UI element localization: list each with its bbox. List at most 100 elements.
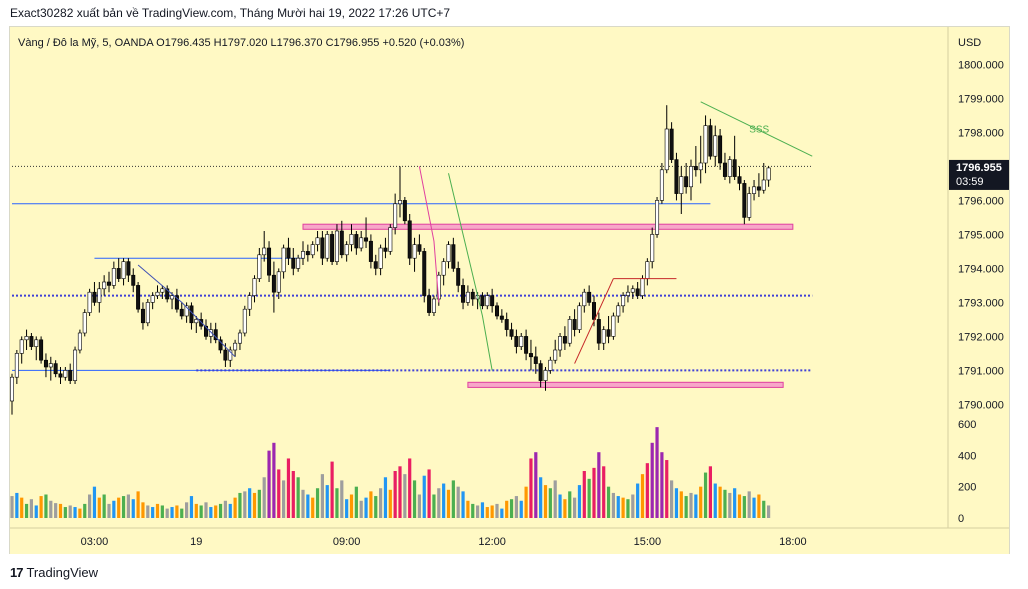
candle-down [29,336,34,347]
volume-bar [597,452,601,518]
candle-up [87,291,92,313]
volume-bar [44,494,48,518]
volume-bar [10,496,14,518]
volume-bar [248,488,252,518]
candle-up [752,186,757,194]
volume-bar [505,500,509,518]
candle-down [562,336,567,344]
candle-up [160,288,165,293]
candle-down [136,285,141,310]
candle-up [412,244,417,259]
candle-down [383,247,388,252]
sss-label: SSS [749,124,769,135]
candle-down [756,186,761,191]
countdown-label: 03:59 [956,176,984,188]
currency-label: USD [958,37,981,49]
candle-down [669,128,674,160]
candle-up [616,305,621,317]
volume-bar [126,494,130,518]
candle-up [184,305,189,317]
candle-up [102,281,107,290]
volume-bar [388,489,392,518]
volume-bar [485,507,489,518]
volume-bar [369,491,373,518]
supply-demand-zone [302,223,794,230]
volume-bar [131,499,135,518]
candle-down [165,288,170,300]
volume-bar [640,474,645,518]
candle-down [722,162,727,177]
volume-bar [49,500,53,518]
candle-up [698,162,703,171]
candle-down [596,319,601,344]
candle-down [591,302,596,320]
candle-down [693,166,698,171]
volume-bar [403,474,407,518]
candle-up [233,342,238,351]
candle-down [509,329,514,337]
volume-bar [752,497,756,518]
volume-bar [490,505,494,518]
volume-bar [63,507,67,518]
volume-bar [29,499,33,518]
swing-line [574,278,614,364]
volume-bar [20,497,24,518]
candle-up [97,288,102,303]
candle-up [247,295,252,310]
volume-bar [238,492,242,518]
wave-line [137,264,236,358]
time-tick-label: 12:00 [478,536,506,548]
volume-bar [432,494,436,518]
candle-up [645,261,650,279]
candle-down [126,261,131,276]
volume-bar [330,461,334,518]
candle-down [480,295,485,307]
volume-bar [218,503,223,518]
volume-bar [354,486,358,518]
volume-bar [92,486,97,518]
volume-bar [723,489,727,518]
time-tick-label: 19 [190,536,202,548]
volume-bar [189,496,194,518]
volume-bar [252,492,257,518]
volume-bar [349,494,354,518]
volume-bar [553,480,557,518]
volume-bar [558,494,562,518]
candle-down [174,295,179,310]
volume-bar [757,494,761,518]
candle-down [368,240,373,262]
volume-bar [112,500,116,518]
time-tick-label: 09:00 [333,536,361,548]
candle-down [635,288,640,296]
candle-up [24,336,29,341]
tradingview-footer: 17 TradingView [10,565,98,580]
candle-up [519,336,524,347]
candle-down [320,237,325,259]
candle-down [718,135,723,164]
volume-bar [282,480,286,518]
volume-bar [422,475,426,518]
tradingview-logo-icon: 17 [10,565,24,580]
candle-down [68,370,73,381]
candle-up [344,244,349,256]
candle-down [223,349,228,361]
volume-bar [708,466,712,518]
candle-up [296,257,301,269]
volume-bar [524,486,528,518]
volume-bar [34,505,38,518]
candle-down [742,183,747,218]
volume-bar [267,450,271,518]
candle-up [679,176,684,194]
candle-up [553,349,558,361]
candle-up [388,227,393,252]
volume-bar [286,458,291,518]
swing-line [418,166,440,303]
volume-bar [699,486,703,518]
candle-up [431,298,436,313]
volume-bar [374,496,378,518]
price-axis-background [948,27,1009,528]
candle-down [140,308,145,324]
price-tick-label: 1800.000 [958,59,1004,71]
volume-bar [185,502,189,518]
